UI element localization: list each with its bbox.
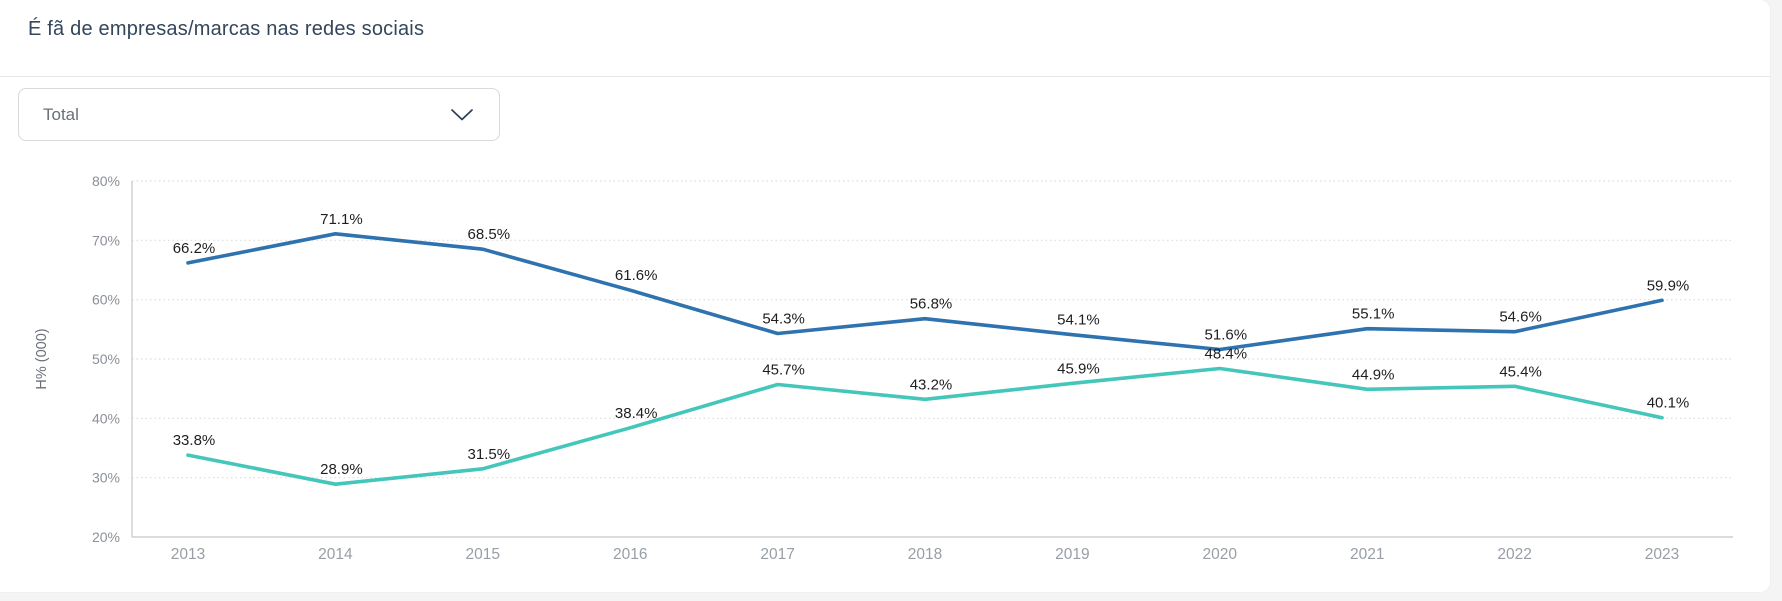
chevron-down-icon (451, 108, 473, 120)
data-label: 48.4% (1205, 345, 1248, 362)
data-label: 66.2% (173, 240, 216, 257)
x-tick-label: 2022 (1497, 546, 1531, 563)
filter-dropdown[interactable]: Total (18, 88, 500, 141)
data-label: 54.1% (1057, 312, 1100, 329)
y-axis-title: H% (000) (34, 328, 50, 389)
y-tick-label: 30% (92, 470, 120, 486)
x-tick-label: 2017 (760, 546, 794, 563)
chart-card: É fã de empresas/marcas nas redes sociai… (0, 0, 1770, 592)
page-title: É fã de empresas/marcas nas redes sociai… (28, 18, 425, 40)
y-tick-label: 50% (92, 351, 120, 367)
y-tick-label: 20% (92, 529, 120, 545)
blue-line (186, 232, 1664, 352)
data-label: 59.9% (1647, 277, 1690, 294)
x-tick-label: 2020 (1203, 546, 1238, 563)
teal-line (186, 366, 1664, 487)
y-tick-label: 40% (92, 410, 120, 426)
data-label: 45.4% (1499, 363, 1542, 380)
data-label: 54.3% (762, 310, 805, 327)
data-label: 45.7% (762, 362, 805, 379)
data-label: 55.1% (1352, 306, 1395, 323)
data-label: 68.5% (468, 226, 511, 243)
y-tick-label: 60% (92, 292, 120, 308)
data-label: 33.8% (173, 432, 216, 449)
data-label: 61.6% (615, 267, 658, 284)
data-label: 44.9% (1352, 366, 1395, 383)
x-tick-label: 2018 (908, 546, 942, 563)
data-label: 45.9% (1057, 360, 1100, 377)
data-label: 43.2% (910, 376, 953, 393)
header-divider (0, 76, 1770, 77)
x-tick-label: 2016 (613, 546, 647, 563)
x-tick-label: 2014 (318, 546, 353, 563)
line-chart: 20% 30% 40% 50% 60% 70% 80% H% (000) 2013 2014 201… (0, 150, 1770, 592)
x-tick-label: 2015 (466, 546, 500, 563)
data-label: 71.1% (320, 211, 363, 228)
x-tick-label: 2019 (1055, 546, 1089, 563)
x-tick-label: 2021 (1350, 546, 1384, 563)
data-label: 51.6% (1205, 327, 1248, 344)
y-tick-label: 80% (92, 173, 120, 189)
x-tick-label: 2013 (171, 546, 205, 563)
filter-dropdown-value: Total (43, 104, 79, 124)
data-label: 38.4% (615, 405, 658, 422)
data-label: 56.8% (910, 296, 953, 313)
data-label: 54.6% (1499, 309, 1542, 326)
data-label: 40.1% (1647, 395, 1690, 412)
x-tick-label: 2023 (1645, 546, 1679, 563)
y-tick-label: 70% (92, 232, 120, 248)
data-label: 28.9% (320, 461, 363, 478)
data-label: 31.5% (468, 446, 511, 463)
card-header: É fã de empresas/marcas nas redes sociai… (28, 18, 1740, 58)
